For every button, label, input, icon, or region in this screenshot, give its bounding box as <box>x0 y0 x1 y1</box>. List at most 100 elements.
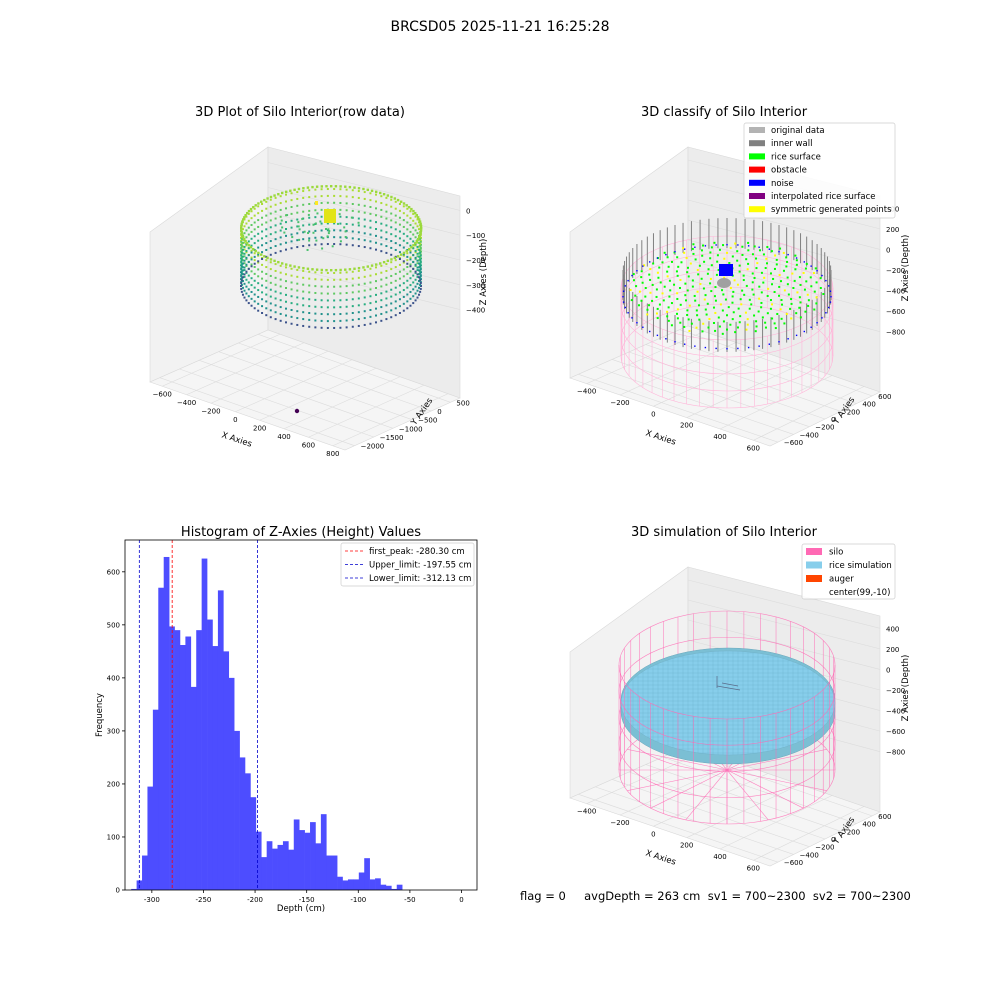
data-point <box>320 319 323 322</box>
x-tick-label: 600 <box>747 864 760 872</box>
data-point <box>394 248 397 251</box>
data-point <box>415 214 418 217</box>
data-point <box>290 199 293 202</box>
data-point <box>416 241 419 244</box>
data-point <box>325 228 327 230</box>
rice-surface-point <box>807 304 810 307</box>
data-point <box>244 239 247 243</box>
data-point <box>314 222 317 225</box>
data-point <box>380 195 383 198</box>
data-point <box>279 292 282 295</box>
data-point <box>308 318 311 321</box>
data-point <box>398 298 401 301</box>
rice-surface-point <box>656 271 659 274</box>
x-axis-label: X Axies <box>644 428 677 447</box>
x-tick-label: −400 <box>177 399 196 407</box>
rice-surface-point <box>783 322 786 325</box>
data-point <box>269 212 272 215</box>
data-point <box>302 187 305 190</box>
rice-surface-point <box>737 307 740 310</box>
data-point <box>380 236 383 239</box>
data-point <box>243 237 246 241</box>
data-point <box>320 326 323 329</box>
data-point <box>416 266 419 269</box>
data-point <box>414 285 417 288</box>
data-point <box>418 279 421 282</box>
data-point <box>385 224 388 227</box>
data-point <box>339 188 342 191</box>
data-point <box>363 239 366 242</box>
grid-line <box>645 764 841 832</box>
data-point <box>274 251 277 254</box>
z-tick-label: −800 <box>886 749 905 757</box>
data-point <box>279 285 282 288</box>
data-point <box>375 321 377 324</box>
data-point <box>351 223 354 226</box>
y-tick-label: 200 <box>107 780 120 788</box>
y-axis-label: Frequency <box>95 693 105 737</box>
rice-surface-point <box>686 309 689 312</box>
x-tick-label: 0 <box>651 830 655 838</box>
noise-point <box>810 326 812 328</box>
rice-surface-point <box>677 265 680 268</box>
data-point <box>250 263 253 266</box>
data-point <box>245 292 248 295</box>
data-point <box>385 245 388 248</box>
rice-surface-point <box>649 268 652 271</box>
data-point <box>390 253 393 256</box>
data-point <box>290 315 293 318</box>
data-point <box>416 218 419 221</box>
data-point <box>326 285 329 288</box>
rice-surface-point <box>747 249 750 252</box>
data-point <box>394 259 397 262</box>
auger-marker <box>716 676 741 691</box>
data-point <box>285 286 287 289</box>
x-tick-label: 400 <box>713 853 726 861</box>
rice-surface-point <box>695 326 698 329</box>
data-point <box>390 195 393 199</box>
y-tick-label: −2000 <box>361 443 385 451</box>
noise-point <box>747 245 750 247</box>
data-point <box>285 266 287 269</box>
data-point <box>385 304 388 307</box>
rice-surface-point <box>699 283 702 286</box>
status-line: flag = 0 avgDepth = 263 cm sv1 = 700~230… <box>520 889 911 903</box>
legend-swatch <box>749 206 765 213</box>
data-point <box>339 268 342 272</box>
data-point <box>320 236 323 239</box>
rice-surface-point <box>773 290 776 293</box>
data-point <box>273 259 276 263</box>
rice-surface-point <box>769 307 772 310</box>
data-point <box>405 249 408 253</box>
rice-surface-point <box>779 247 782 250</box>
data-point <box>320 185 323 188</box>
data-point <box>302 203 305 206</box>
rice-surface-point <box>815 296 818 299</box>
rice-surface-point <box>651 283 654 286</box>
data-point <box>419 244 422 247</box>
data-point <box>250 224 253 227</box>
legend-label: Lower_limit: -312.13 cm <box>369 574 471 584</box>
data-point <box>260 253 263 256</box>
rice-surface-point <box>649 278 652 281</box>
data-point <box>274 245 277 248</box>
data-point <box>345 229 348 232</box>
data-point <box>308 196 311 199</box>
data-point <box>394 286 397 289</box>
data-point <box>412 267 415 270</box>
data-point <box>420 227 423 230</box>
rice-surface-point <box>755 320 758 323</box>
data-point <box>269 198 272 201</box>
rice-surface-point <box>676 256 679 259</box>
data-point <box>419 270 422 273</box>
rice-surface-point <box>741 289 744 292</box>
rice-surface-point <box>703 260 706 263</box>
rice-surface-point <box>719 303 722 306</box>
data-point <box>390 261 393 264</box>
grid-line <box>267 237 461 286</box>
data-point <box>247 247 250 250</box>
data-point <box>385 251 388 254</box>
